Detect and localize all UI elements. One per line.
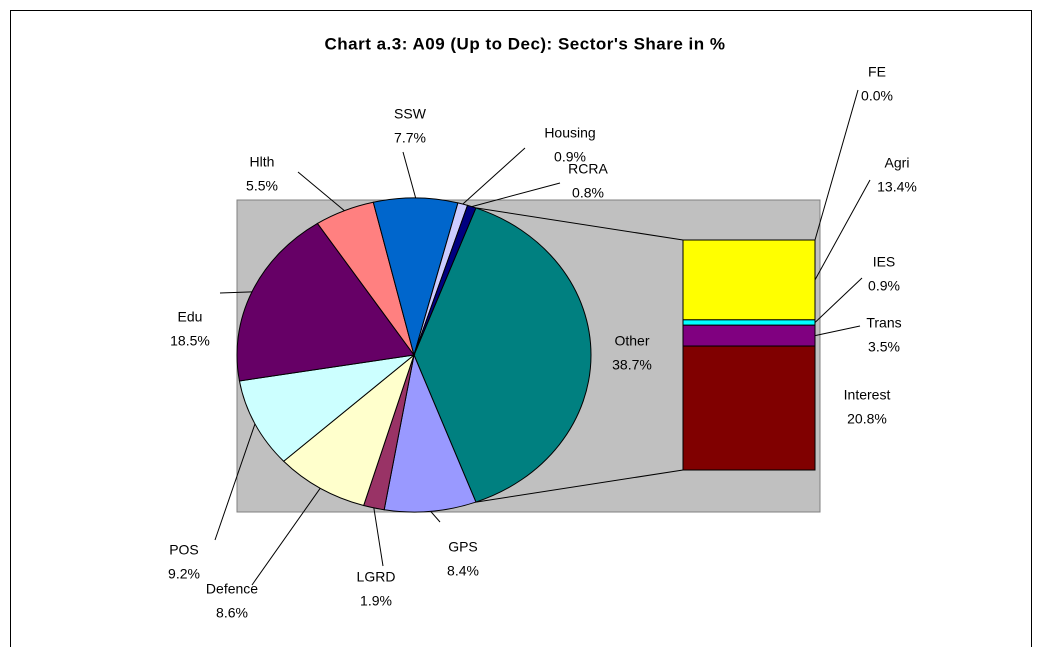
- leader-line: [471, 182, 561, 208]
- data-label-value: 9.2%: [168, 566, 200, 582]
- data-label-name: Defence: [206, 581, 258, 597]
- data-label-value: 20.8%: [847, 411, 887, 427]
- data-label-name: GPS: [448, 539, 478, 555]
- bar-segment: [682, 239, 816, 321]
- chart-frame: [10, 10, 1032, 647]
- leader-line: [402, 151, 417, 199]
- data-label-value: 1.9%: [360, 593, 392, 609]
- data-label-name: Trans: [866, 315, 901, 331]
- leader-line: [430, 510, 441, 523]
- data-label-value: 38.7%: [612, 357, 652, 373]
- pie-slice: [236, 222, 415, 382]
- data-label-name: Other: [614, 333, 649, 349]
- chart-title: Chart a.3: A09 (Up to Dec): Sector's Sha…: [324, 34, 725, 53]
- data-label-name: LGRD: [357, 569, 396, 585]
- data-label-value: 8.6%: [216, 605, 248, 621]
- data-label-value: 8.4%: [447, 563, 479, 579]
- data-label-value: 13.4%: [877, 179, 917, 195]
- pie-slice: [413, 207, 592, 503]
- data-label-value: 0.8%: [572, 185, 604, 201]
- bar-segment: [682, 345, 816, 471]
- data-label-value: 5.5%: [246, 178, 278, 194]
- data-label-value: 0.9%: [554, 149, 586, 165]
- data-label-name: Agri: [885, 155, 910, 171]
- bar-segment: [682, 319, 816, 326]
- leader-line: [373, 507, 384, 567]
- leader-line: [297, 171, 345, 212]
- pie-slice: [383, 353, 477, 513]
- data-label-name: Housing: [544, 125, 595, 141]
- data-label-name: Interest: [844, 387, 891, 403]
- data-label-name: Edu: [178, 309, 203, 325]
- leader-line: [814, 325, 861, 337]
- data-label-name: RCRA: [568, 161, 608, 177]
- leader-line: [251, 487, 321, 586]
- data-label-value: 18.5%: [170, 333, 210, 349]
- pie-slice: [282, 353, 416, 507]
- data-label-name: Hlth: [250, 154, 275, 170]
- leader-line: [462, 147, 526, 205]
- leader-line: [814, 277, 863, 323]
- data-label-value: 0.9%: [868, 278, 900, 294]
- data-label-name: FE: [868, 64, 886, 80]
- data-label-name: POS: [169, 542, 199, 558]
- leader-line: [219, 291, 252, 294]
- connector-line: [475, 207, 684, 241]
- data-label-value: 3.5%: [868, 339, 900, 355]
- leader-line: [214, 423, 256, 541]
- bar-segment: [682, 324, 816, 347]
- connector-line: [475, 469, 684, 503]
- leader-line: [814, 179, 871, 281]
- data-label-name: IES: [873, 254, 896, 270]
- leader-line: [814, 89, 859, 241]
- data-label-value: 0.0%: [861, 88, 893, 104]
- data-label-value: 7.7%: [394, 130, 426, 146]
- data-label-name: SSW: [394, 106, 427, 122]
